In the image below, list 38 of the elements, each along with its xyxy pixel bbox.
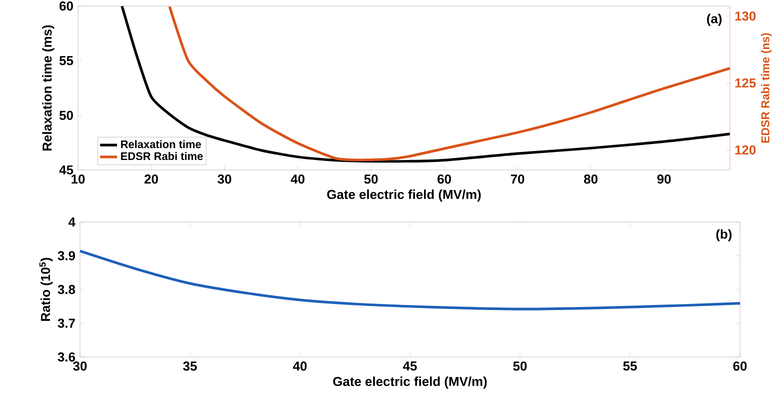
y-tick-label: 50: [59, 110, 73, 120]
y-tick-label: 3.9: [58, 251, 75, 260]
y-tick-label: 60: [60, 1, 73, 11]
x-axis-title: Gate electric field (MV/m): [333, 376, 487, 389]
y-tick-label: 3.8: [58, 284, 76, 294]
y-tick-label: 4: [68, 218, 76, 226]
x-axis-title: Gate electric field (MV/m): [327, 190, 481, 202]
y2-tick-label: 130: [735, 11, 756, 21]
line-series: [80, 250, 740, 310]
y-axis-title: Ratio (10$^{5}$): [39, 258, 53, 321]
y2-axis-title: EDSR Rabi time (ns): [760, 33, 772, 143]
x-tick-label: 40: [290, 174, 304, 184]
y-tick-label: 3.6: [58, 352, 76, 362]
x-tick-label: 20: [144, 174, 158, 184]
x-tick-label: 45: [403, 362, 417, 371]
y-tick-label: 45: [59, 165, 74, 175]
x-tick-label: 50: [364, 174, 378, 184]
x-tick-label: 90: [657, 174, 671, 184]
legend-label: EDSR Rabi time: [121, 152, 203, 160]
annotation: (a): [707, 14, 722, 26]
x-tick-label: 80: [584, 174, 598, 184]
x-tick-label: 70: [510, 174, 524, 184]
x-tick-label: 30: [73, 362, 87, 371]
y-tick-label: 55: [59, 56, 74, 66]
y2-tick-label: 120: [735, 145, 756, 154]
y-tick-label: 3.7: [58, 318, 75, 328]
x-tick-label: 30: [218, 174, 232, 184]
x-tick-label: 40: [293, 362, 307, 371]
x-tick-label: 55: [623, 362, 637, 371]
x-tick-label: 10: [72, 174, 85, 184]
x-tick-label: 50: [513, 362, 527, 371]
x-tick-label: 35: [183, 362, 197, 371]
legend-label: Relaxation time: [121, 140, 201, 148]
annotation: (b): [716, 229, 732, 242]
y-axis-title: Relaxation time (ms): [42, 25, 54, 150]
x-tick-label: 60: [438, 174, 451, 184]
y2-tick-label: 125: [735, 78, 756, 88]
x-tick-label: 60: [733, 362, 747, 371]
